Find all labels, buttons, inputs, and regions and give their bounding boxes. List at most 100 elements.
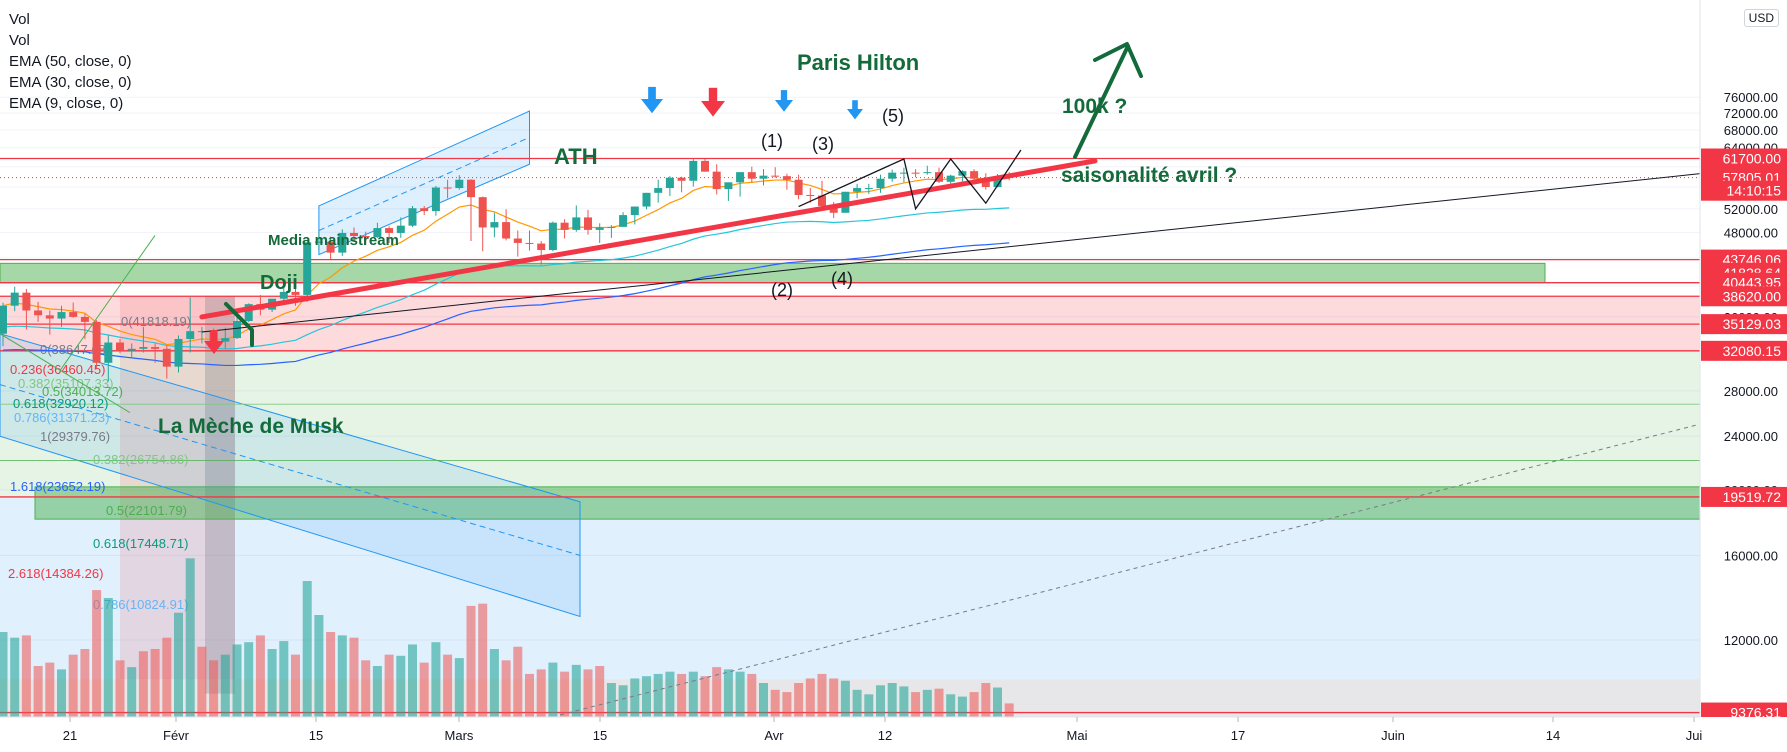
volume-bar bbox=[291, 654, 300, 717]
candle bbox=[127, 343, 136, 358]
candle bbox=[759, 169, 768, 186]
candle-body bbox=[0, 305, 7, 334]
volume-series bbox=[0, 558, 1014, 717]
volume-bar bbox=[103, 598, 113, 717]
volume-bar bbox=[127, 667, 137, 717]
green-fan-line bbox=[59, 235, 156, 371]
candle bbox=[736, 172, 745, 197]
red-down-arrow-icon bbox=[701, 101, 725, 117]
volume-bar bbox=[700, 676, 710, 717]
candle bbox=[92, 320, 101, 369]
candle bbox=[712, 164, 721, 195]
candle-body bbox=[548, 222, 557, 251]
indicator-ema30-label[interactable]: EMA (30, close, 0) bbox=[9, 74, 132, 91]
candle bbox=[630, 206, 639, 225]
candle bbox=[22, 288, 31, 330]
price-label-box bbox=[1701, 340, 1787, 361]
price-tick-label: 16000.00 bbox=[1724, 548, 1778, 563]
candle-body bbox=[45, 315, 54, 319]
green-zone-lower bbox=[34, 486, 1701, 520]
price-label-box bbox=[1701, 180, 1787, 201]
blue-down-arrow-icon-stem bbox=[648, 86, 656, 99]
candle bbox=[782, 173, 791, 190]
candle bbox=[326, 236, 335, 260]
fib-label: 0.618(17448.71) bbox=[93, 536, 188, 551]
candle bbox=[57, 305, 66, 327]
candle-body bbox=[771, 175, 780, 177]
price-label-box bbox=[1701, 286, 1787, 307]
volume-bar bbox=[384, 654, 394, 717]
currency-selector[interactable]: USD bbox=[1743, 9, 1779, 27]
volume-bar bbox=[1004, 703, 1014, 717]
volume-bar bbox=[946, 694, 956, 717]
volume-bar bbox=[443, 654, 453, 717]
fib-label: 2.618(14384.26) bbox=[8, 566, 103, 581]
candle bbox=[794, 174, 803, 200]
candle-body bbox=[829, 205, 838, 213]
candle-body bbox=[10, 292, 19, 306]
candle-body bbox=[946, 175, 955, 182]
candle bbox=[314, 231, 323, 251]
candle-body bbox=[701, 160, 709, 172]
candle bbox=[502, 209, 511, 241]
indicator-volume-label-2[interactable]: Vol bbox=[9, 32, 30, 49]
volume-bar bbox=[408, 644, 417, 717]
candle-body bbox=[642, 192, 651, 207]
candle-body bbox=[689, 160, 698, 181]
candle bbox=[455, 175, 464, 190]
candle-body bbox=[724, 182, 733, 190]
annotation-ath: ATH bbox=[554, 144, 598, 169]
elliott-wave-path bbox=[798, 149, 1022, 211]
candle bbox=[162, 346, 171, 379]
volume-bar bbox=[794, 683, 804, 717]
volume-bar bbox=[852, 689, 862, 717]
candle-body bbox=[981, 178, 990, 187]
volume-bar bbox=[267, 649, 277, 717]
candle-body bbox=[911, 172, 920, 174]
volume-bar bbox=[10, 637, 20, 717]
candle bbox=[853, 183, 862, 199]
candle-body bbox=[116, 342, 124, 351]
annotation-media-mainstream: Media mainstream bbox=[268, 232, 399, 249]
wave-label: (1) bbox=[761, 131, 783, 151]
candle-body bbox=[876, 178, 885, 189]
indicator-ema50-label[interactable]: EMA (50, close, 0) bbox=[9, 53, 132, 70]
volume-bar bbox=[150, 649, 160, 717]
candle bbox=[45, 310, 54, 335]
candle bbox=[338, 229, 347, 256]
candle-body bbox=[560, 222, 569, 230]
blue-down-arrow-icon bbox=[641, 99, 663, 114]
candle-body bbox=[572, 217, 581, 230]
price-tick-label: 24000.00 bbox=[1724, 429, 1778, 444]
candle bbox=[385, 226, 394, 243]
candle-body bbox=[455, 179, 464, 189]
candle bbox=[350, 227, 358, 242]
volume-bar bbox=[560, 671, 570, 717]
candle-body bbox=[607, 226, 616, 228]
volume-bar bbox=[618, 685, 628, 717]
volume-bar bbox=[747, 673, 757, 717]
candle-body bbox=[665, 177, 674, 189]
candle bbox=[560, 219, 569, 239]
candle bbox=[923, 165, 932, 175]
volume-bar bbox=[922, 689, 932, 717]
fib-label: 1(29379.76) bbox=[40, 429, 110, 444]
red-down-arrow-icon-stem bbox=[708, 87, 718, 101]
candle-body bbox=[303, 242, 312, 295]
volume-bar bbox=[665, 671, 675, 717]
indicator-ema9-label[interactable]: EMA (9, close, 0) bbox=[9, 95, 124, 112]
candle-body bbox=[595, 227, 604, 230]
fib-label: 0.786(31371.23) bbox=[14, 410, 109, 425]
volume-bar bbox=[0, 632, 8, 717]
candle-body bbox=[584, 217, 592, 230]
price-label-text: 35129.03 bbox=[1723, 316, 1782, 332]
volume-bar bbox=[115, 660, 125, 717]
candle-body bbox=[396, 225, 405, 233]
indicator-volume-label[interactable]: Vol bbox=[9, 11, 30, 28]
volume-bar bbox=[349, 637, 359, 717]
volume-bar bbox=[864, 694, 874, 717]
price-label-text: 38620.00 bbox=[1723, 288, 1782, 304]
candle-body bbox=[34, 310, 43, 316]
candle-body bbox=[151, 347, 160, 349]
